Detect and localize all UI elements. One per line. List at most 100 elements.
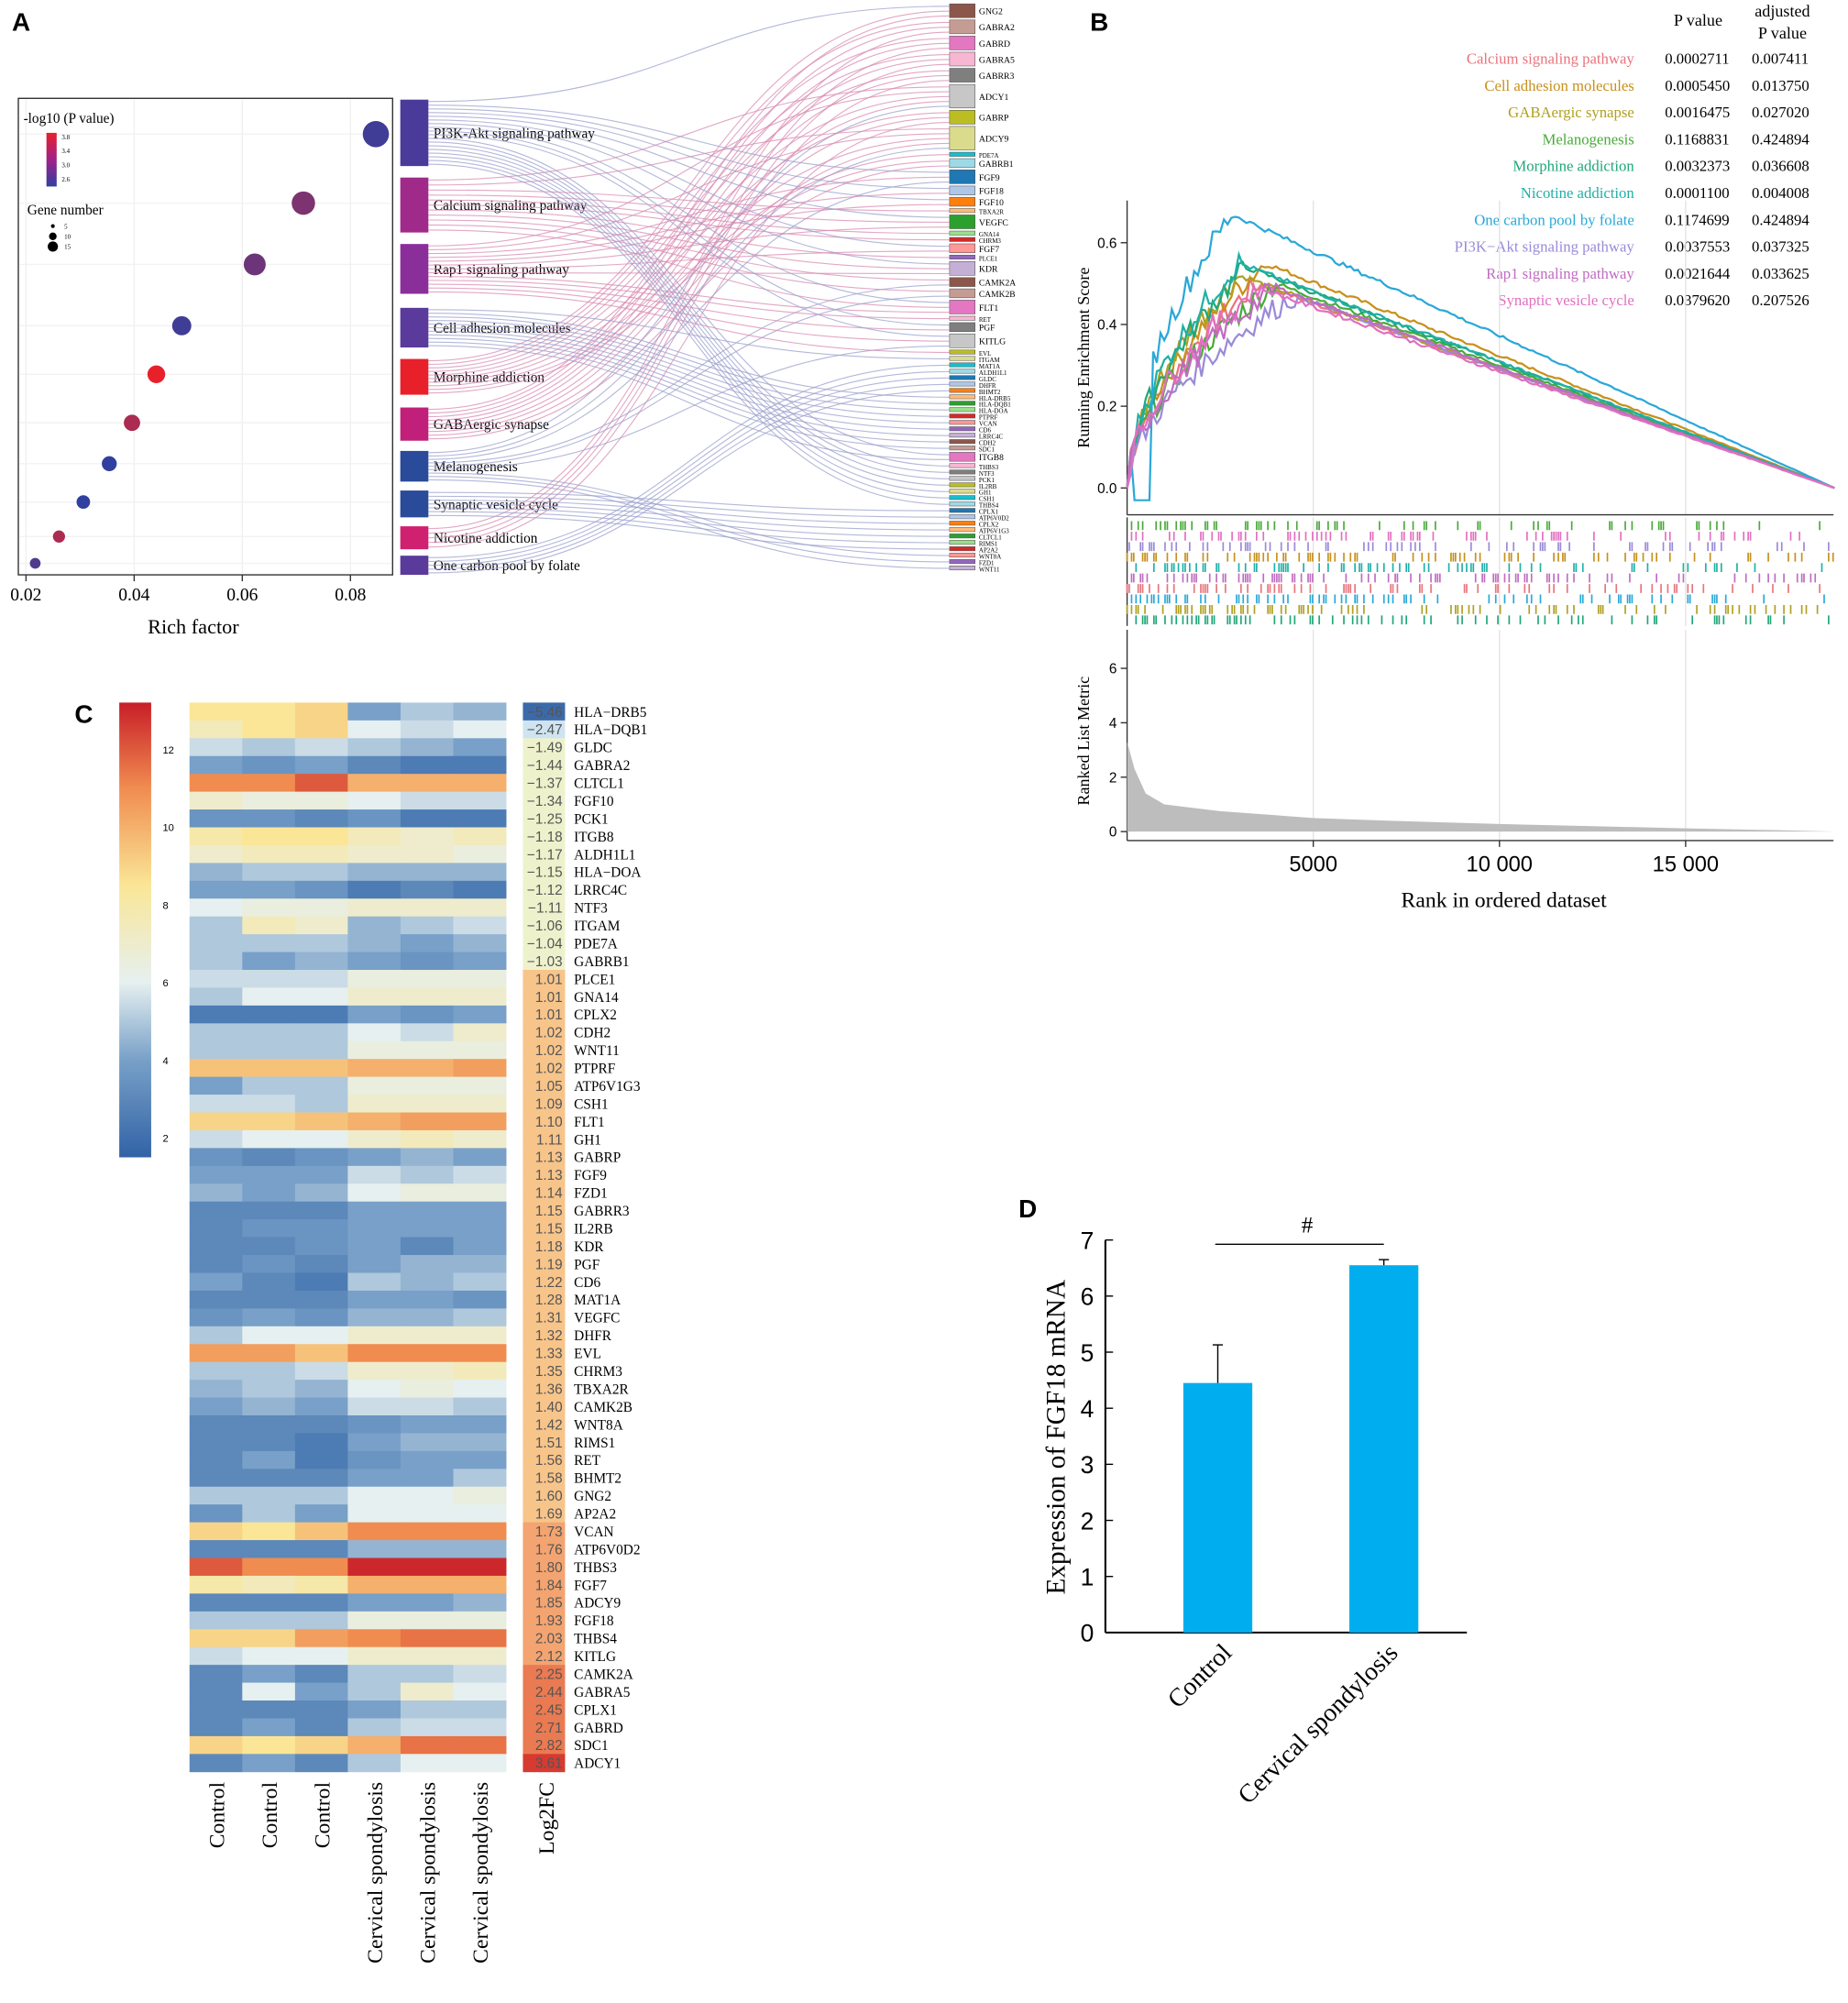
heatmap-cell — [347, 1308, 402, 1327]
size-legend-dot — [50, 224, 55, 228]
heatmap-cell — [294, 1700, 348, 1719]
sankey-link — [428, 377, 950, 567]
log2fc-cell — [522, 1129, 566, 1149]
data-point — [102, 456, 117, 471]
gene-label: RET — [979, 316, 992, 324]
heatmap-cell — [242, 898, 296, 918]
gene-box — [949, 208, 976, 214]
sankey-link — [428, 133, 950, 250]
gene-box — [949, 388, 976, 393]
gene-label: GNG2 — [979, 7, 1003, 17]
heatmap-cell — [347, 1183, 402, 1203]
sankey-link — [428, 112, 950, 383]
legend-pathway: PI3K−Akt signaling pathway — [1455, 238, 1635, 256]
log2fc-value: −1.34 — [527, 794, 563, 809]
heatmap-cell — [453, 916, 507, 935]
heatmap-cell — [189, 791, 243, 810]
heatmap-cell — [347, 1504, 402, 1524]
heatmap-cell — [400, 1095, 454, 1113]
heatmap-cell — [294, 1201, 348, 1220]
heatmap-cell — [400, 1397, 454, 1416]
pathway-bar — [400, 307, 429, 348]
log2fc-cell — [522, 1361, 566, 1381]
gene-label: FZD1 — [574, 1186, 608, 1202]
gene-label: HLA-DQB1 — [979, 402, 1011, 409]
panel-label-a: A — [12, 7, 30, 36]
log2fc-cell — [522, 898, 566, 918]
heatmap-cell — [347, 1129, 402, 1149]
heatmap-cell — [347, 1076, 402, 1095]
heatmap-cell — [242, 1469, 296, 1488]
gene-box — [949, 158, 976, 169]
heatmap-cell — [347, 1629, 402, 1648]
gene-box — [949, 420, 976, 425]
heatmap-cell — [242, 1308, 296, 1327]
heatmap-cell — [294, 1148, 348, 1167]
heatmap-cell — [189, 1557, 243, 1577]
heatmap-cell — [347, 755, 402, 775]
heatmap-cell — [347, 1646, 402, 1666]
log2fc-value: 1.02 — [535, 1062, 563, 1077]
color-legend-title: -log10 (P value) — [24, 111, 115, 127]
sankey-link — [428, 476, 950, 563]
log2fc-value: 1.11 — [536, 1132, 563, 1148]
panel-label-d: D — [1018, 1194, 1037, 1223]
gene-box — [949, 433, 976, 438]
heatmap-cell — [189, 1255, 243, 1273]
sankey-link — [428, 209, 950, 259]
sankey-link — [428, 59, 950, 422]
heatmap-cell — [189, 880, 243, 899]
heatmap-cell — [189, 987, 243, 1007]
adjusted-p-value: 0.424894 — [1752, 211, 1810, 228]
p-value: 0.1168831 — [1665, 130, 1729, 148]
legend-pathway: Rap1 signaling pathway — [1486, 265, 1634, 282]
y-tick-label: 1 — [1081, 1563, 1094, 1590]
y-tick-label: 7 — [1081, 1227, 1094, 1254]
gene-box — [949, 559, 976, 565]
gene-label: CPLX2 — [574, 1007, 617, 1023]
sankey-link — [428, 499, 950, 524]
pathway-bar — [400, 99, 429, 167]
heatmap-cell — [400, 1735, 454, 1755]
heatmap-cell — [294, 1557, 348, 1577]
sankey-link — [428, 105, 950, 454]
heatmap-cell — [189, 738, 243, 757]
heatmap-cell — [347, 1023, 402, 1042]
header-adjusted-p: P value — [1758, 24, 1807, 42]
pathway-bar — [400, 526, 429, 550]
heatmap-cell — [453, 1112, 507, 1131]
log2fc-value: −1.44 — [527, 758, 563, 774]
x-axis-label: Rank in ordered dataset — [1402, 888, 1608, 912]
x-tick-label: 10 000 — [1467, 853, 1533, 876]
heatmap-cell — [453, 1540, 507, 1558]
heatmap-cell — [347, 1486, 402, 1505]
adjusted-p-value: 0.027020 — [1752, 104, 1810, 121]
gene-label: TBXA2R — [574, 1381, 629, 1397]
heatmap-cell — [189, 1629, 243, 1648]
log2fc-cell — [522, 916, 566, 935]
log2fc-cell — [522, 1665, 566, 1683]
rug-ticks — [1128, 542, 1830, 552]
sankey-link — [428, 38, 950, 369]
pathway-bar — [400, 244, 429, 294]
heatmap-cell — [347, 987, 402, 1007]
heatmap-cell — [242, 1219, 296, 1238]
log2fc-cell — [522, 1575, 566, 1594]
metric-y-axis-label: Ranked List Metric — [1074, 677, 1093, 806]
heatmap-cell — [242, 1646, 296, 1666]
adjusted-p-value: 0.007411 — [1752, 50, 1809, 68]
heatmap-cell — [294, 827, 348, 846]
sankey-link — [428, 491, 950, 512]
heatmap-cell — [400, 1237, 454, 1256]
log2fc-value: 1.42 — [535, 1417, 563, 1433]
heatmap-cell — [242, 1414, 296, 1434]
panel-d: 0 1 2 3 4 5 6 7 Expression of FGF18 mRNA ControlC… — [1041, 1214, 1468, 1810]
heatmap-cell — [347, 934, 402, 952]
log2fc-value: 1.15 — [535, 1204, 563, 1219]
sankey-link — [428, 511, 950, 544]
gene-label: FGF10 — [574, 794, 614, 809]
gene-box — [949, 463, 976, 468]
log2fc-value: 1.01 — [535, 1007, 563, 1023]
heatmap-cell — [400, 1380, 454, 1398]
rug-ticks — [1130, 521, 1820, 531]
